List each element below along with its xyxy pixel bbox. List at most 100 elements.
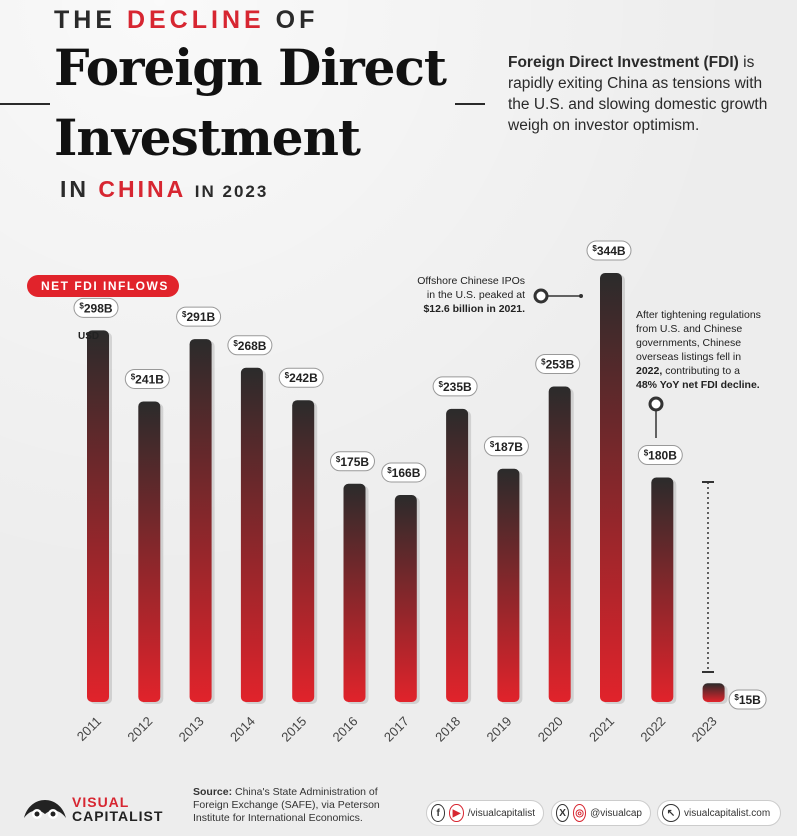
bar-2013 [189, 339, 212, 702]
value-label-pill [586, 240, 632, 261]
category-label-2014: 2014 [227, 714, 258, 745]
social-handle-1[interactable]: /visualcapitalist [467, 807, 535, 819]
title-in: IN [60, 176, 89, 202]
category-label-2016: 2016 [330, 714, 361, 745]
intro-rest: is rapidly exiting China as tensions wit… [508, 54, 768, 134]
value-label-2016: $175B [336, 455, 369, 469]
facebook-icon[interactable]: f [431, 804, 446, 822]
source-note: Source: China's State Administration of … [193, 786, 403, 825]
bar-2018 [446, 408, 469, 702]
social-handle-3[interactable]: visualcapitalist.com [684, 807, 771, 819]
category-label-2022: 2022 [637, 714, 668, 745]
value-label-pill [330, 451, 375, 472]
annotation-2021-l1: Offshore Chinese IPOs [417, 275, 525, 287]
title-decline: DECLINE [126, 6, 265, 34]
category-label-2020: 2020 [535, 714, 566, 745]
title-eyebrow: THE DECLINE OF [54, 6, 318, 35]
category-label-2021: 2021 [586, 714, 617, 745]
title-china: CHINA [98, 176, 186, 202]
category-label-2011: 2011 [74, 714, 104, 744]
bar-2014 [240, 367, 263, 702]
value-label-2023: $15B [734, 693, 761, 707]
value-label-pill [124, 368, 170, 389]
title-main-line2: Investment [54, 108, 361, 167]
social-x-instagram[interactable]: X ◎ @visualcap [551, 800, 651, 826]
social-handle-2[interactable]: @visualcap [590, 807, 642, 819]
annotation-2022-l4: overseas listings fell in [636, 351, 742, 363]
category-label-2017: 2017 [381, 714, 412, 745]
value-label-pill [728, 689, 767, 710]
annotation-2022-dot [648, 396, 664, 412]
logo-line1: VISUAL [72, 794, 130, 810]
unit-label: USD [78, 331, 100, 342]
value-label-pill [73, 297, 119, 318]
annotation-2021: Offshore Chinese IPOs in the U.S. peaked… [400, 274, 525, 316]
annotation-connectors [533, 288, 714, 673]
annotation-2021-end [579, 294, 583, 298]
social-facebook-youtube[interactable]: f ▶ /visualcapitalist [426, 800, 544, 826]
annotation-2021-l3: $12.6 billion in 2021. [423, 303, 525, 315]
logo-wordmark: VISUAL CAPITALIST [72, 795, 163, 823]
value-label-pill [432, 376, 478, 397]
value-label-2022: $180B [644, 449, 677, 463]
annotation-2022-l5: 2022, contributing to a [636, 365, 740, 377]
title-rule-right [455, 103, 485, 105]
cursor-icon[interactable]: ↖ [662, 804, 680, 822]
annotation-2021-l2: in the U.S. peaked at [426, 289, 525, 301]
bar-2019 [497, 468, 520, 702]
bar-2023 [702, 683, 725, 702]
source-text: China's State Administration of Foreign … [193, 786, 380, 824]
legend-pill: NET FDI INFLOWS [27, 275, 179, 297]
value-label-pill [637, 445, 683, 466]
value-label-pill [176, 306, 222, 327]
value-label-pill [227, 335, 273, 356]
source-bold: Source: [193, 786, 233, 798]
bar-2021 [600, 273, 622, 702]
value-label-2015: $242B [285, 371, 318, 385]
category-label-2013: 2013 [176, 714, 207, 745]
visual-capitalist-logo-icon [24, 800, 66, 819]
title-rule-left [0, 103, 50, 105]
annotation-2022: After tightening regulations from U.S. a… [636, 308, 796, 392]
value-label-2014: $268B [233, 339, 266, 353]
value-label-2018: $235B [439, 380, 472, 394]
instagram-icon[interactable]: ◎ [573, 804, 587, 822]
value-label-2017: $166B [387, 466, 420, 480]
value-label-2019: $187B [490, 440, 523, 454]
annotation-2021-dot [533, 288, 549, 304]
value-label-pill [278, 367, 324, 388]
logo-line2: CAPITALIST [72, 808, 164, 824]
value-label-2020: $253B [541, 357, 574, 371]
category-label-2023: 2023 [689, 714, 720, 745]
social-website[interactable]: ↖ visualcapitalist.com [657, 800, 781, 826]
annotation-2022-l1: After tightening regulations [636, 309, 761, 321]
bar-2022 [651, 477, 674, 702]
value-label-2021: $344B [592, 244, 625, 258]
x-icon[interactable]: X [556, 804, 570, 822]
category-label-2018: 2018 [432, 714, 463, 745]
value-label-2013: $291B [182, 310, 215, 324]
title-the: THE [54, 6, 116, 34]
intro-bold: Foreign Direct Investment (FDI) [508, 54, 739, 71]
category-label-2019: 2019 [483, 714, 514, 745]
intro-text: Foreign Direct Investment (FDI) is rapid… [508, 52, 768, 136]
bar-2012 [138, 401, 161, 702]
annotation-2022-l2: from U.S. and Chinese [636, 323, 743, 335]
annotation-2022-l3: governments, Chinese [636, 337, 742, 349]
bar-2020 [548, 386, 571, 702]
value-label-pill [381, 462, 427, 483]
value-label-pill [483, 436, 529, 457]
bar-2015 [292, 400, 315, 702]
value-label-pill [535, 353, 581, 374]
youtube-icon[interactable]: ▶ [449, 804, 464, 822]
value-label-2012: $241B [131, 372, 164, 386]
annotation-2022-l6: 48% YoY net FDI decline. [636, 379, 760, 391]
title-subline: IN CHINA IN 2023 [60, 176, 268, 203]
title-of: OF [275, 6, 319, 34]
category-label-2015: 2015 [278, 714, 309, 745]
title-main-line1: Foreign Direct [54, 38, 447, 97]
value-label-2011: $298B [79, 301, 112, 315]
category-label-2012: 2012 [124, 714, 155, 745]
